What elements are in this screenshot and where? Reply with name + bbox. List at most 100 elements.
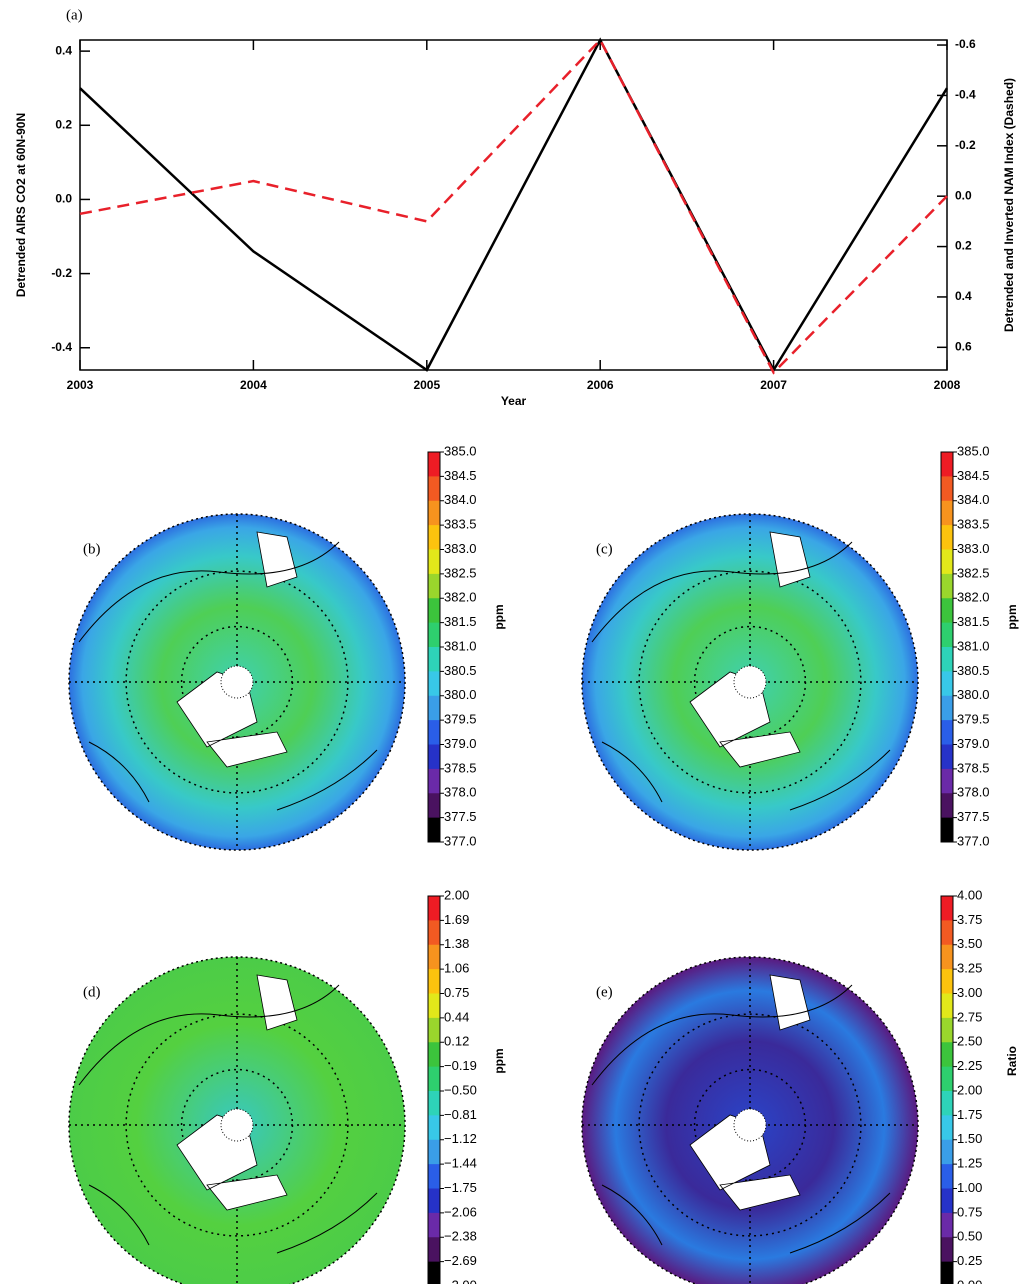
colorbar-tick-label: −2.69	[444, 1253, 477, 1268]
panel-label: (a)	[66, 7, 83, 23]
graticule	[638, 1013, 862, 1237]
map-panel	[581, 513, 919, 851]
colorbar-tick-label: 385.0	[957, 443, 990, 458]
graticule	[638, 570, 862, 794]
colorbar-tick-label: 0.50	[957, 1229, 982, 1244]
colorbar-tick-label: 0.12	[444, 1034, 469, 1049]
plot-frame	[79, 39, 948, 371]
colorbar-segment	[428, 622, 440, 648]
colorbar-segment	[428, 1066, 440, 1092]
colorbar-tick-label: 1.69	[444, 912, 469, 927]
colorbar-segment	[941, 1261, 953, 1284]
colorbar-segment	[428, 695, 440, 721]
colorbar-tick-label: 382.0	[957, 590, 990, 605]
colorbar-segment	[428, 573, 440, 599]
colorbar-tick-label: 384.0	[444, 492, 477, 507]
colorbar-segment	[428, 549, 440, 575]
colorbar-tick-label: 384.5	[957, 468, 990, 483]
colorbar-segment	[941, 993, 953, 1019]
y-tick-label: 0.4	[55, 43, 72, 57]
colorbar-segment	[428, 598, 440, 624]
colorbar-tick-label: 380.5	[957, 663, 990, 678]
panel-label: (c)	[596, 541, 613, 557]
colorbar-tick-label: 1.25	[957, 1156, 982, 1171]
colorbar-tick-label: 1.06	[444, 961, 469, 976]
colorbar-tick-label: 0.00	[957, 1277, 982, 1284]
colorbar-tick-label: 381.5	[957, 614, 990, 629]
colorbar-segment	[941, 1188, 953, 1214]
y-tick-label: 0.2	[55, 117, 72, 131]
land-gap	[176, 974, 298, 1211]
colorbar-tick-label: −1.12	[444, 1131, 477, 1146]
colorbar-tick-label: 381.0	[957, 638, 990, 653]
graticule	[125, 570, 349, 794]
coastline	[78, 541, 378, 811]
graticule	[125, 1013, 349, 1237]
colorbar-segment	[428, 1042, 440, 1068]
colorbar-tick-label: 2.00	[444, 887, 469, 902]
x-axis-label: Year	[501, 394, 527, 408]
colorbar-segment	[941, 920, 953, 946]
colorbar-tick-label: 380.0	[444, 687, 477, 702]
y-axis-label: Detrended AIRS CO2 at 60N-90N	[14, 113, 28, 297]
panel-label: (e)	[596, 984, 613, 1000]
colorbar-tick-label: 0.75	[957, 1204, 982, 1219]
colorbar-segment	[428, 993, 440, 1019]
colorbar-segment	[941, 622, 953, 648]
y2-tick-label: 0.0	[955, 188, 972, 202]
colorbar-segment	[941, 573, 953, 599]
colorbar-segment	[941, 1066, 953, 1092]
colorbar-tick-label: 3.00	[957, 985, 982, 1000]
map-panel	[581, 956, 919, 1284]
colorbar-tick-label: 381.0	[444, 638, 477, 653]
colorbar-segment	[941, 1017, 953, 1043]
colorbar-tick-label: 4.00	[957, 887, 982, 902]
colorbar-tick-label: 380.0	[957, 687, 990, 702]
pole-mark	[733, 1108, 767, 1142]
colorbar-tick-label: 383.5	[957, 517, 990, 532]
colorbar-tick-label: 3.25	[957, 961, 982, 976]
y2-tick-label: 0.2	[955, 239, 972, 253]
colorbar-tick-label: 0.75	[444, 985, 469, 1000]
colorbar-tick-label: −2.38	[444, 1229, 477, 1244]
colorbar-segment	[428, 720, 440, 745]
colorbar-segment	[941, 476, 953, 502]
colorbar-segment	[941, 720, 953, 745]
panel-label: (d)	[83, 984, 101, 1000]
colorbar-tick-label: 377.5	[957, 809, 990, 824]
y-tick-label: -0.2	[51, 266, 72, 280]
colorbar-label: ppm	[492, 1048, 506, 1073]
x-tick-label: 2004	[240, 378, 267, 392]
colorbar-tick-label: −0.81	[444, 1107, 477, 1122]
colorbar-segment	[941, 549, 953, 575]
y2-tick-label: 0.4	[955, 289, 972, 303]
colorbar-segment	[428, 1139, 440, 1165]
colorbar-tick-label: 377.0	[444, 833, 477, 848]
colorbar-tick-label: −3.00	[444, 1277, 477, 1284]
colorbar-tick-label: 2.00	[957, 1082, 982, 1097]
colorbar-tick-label: −1.44	[444, 1156, 477, 1171]
colorbar-tick-label: 379.5	[957, 712, 990, 727]
x-tick-label: 2006	[587, 378, 614, 392]
colorbar-segment	[941, 1091, 953, 1116]
coastline	[591, 984, 891, 1254]
colorbar-segment	[428, 896, 440, 921]
colorbar-segment	[941, 1115, 953, 1141]
colorbar-segment	[428, 1261, 440, 1284]
colorbar-segment	[941, 1139, 953, 1165]
colorbar-segment	[941, 793, 953, 819]
colorbar-tick-label: 0.44	[444, 1009, 469, 1024]
y2-axis-label: Detrended and Inverted NAM Index (Dashed…	[1002, 78, 1016, 332]
colorbar-segment	[428, 476, 440, 502]
colorbar-tick-label: 378.5	[957, 760, 990, 775]
colorbar-tick-label: −1.75	[444, 1180, 477, 1195]
colorbar-tick-label: 1.00	[957, 1180, 982, 1195]
pole-mark	[220, 1108, 254, 1142]
colorbar-segment	[428, 768, 440, 794]
y-tick-label: 0.0	[55, 192, 72, 206]
colorbar-segment	[428, 920, 440, 946]
colorbar-tick-label: 2.50	[957, 1034, 982, 1049]
colorbar-tick-label: 383.0	[444, 541, 477, 556]
colorbar-tick-label: 378.0	[957, 785, 990, 800]
